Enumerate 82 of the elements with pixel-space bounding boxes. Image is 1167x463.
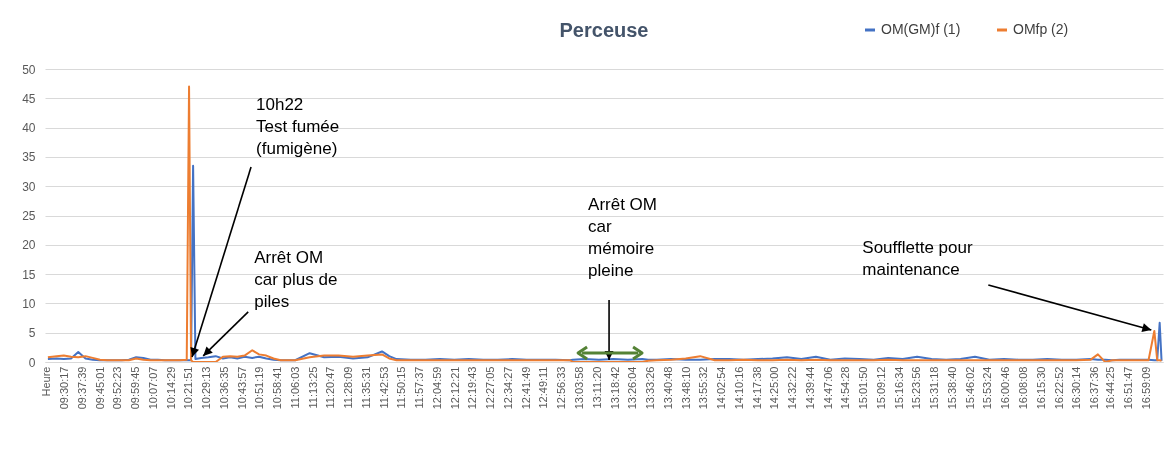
x-tick-label: 11:35:31 xyxy=(359,366,372,409)
y-tick-label: 20 xyxy=(22,238,36,253)
x-tick-label: 09:52:23 xyxy=(111,366,124,410)
y-tick-label: 5 xyxy=(28,326,36,341)
x-tick-label: 13:11:20 xyxy=(590,366,603,409)
x-tick-label: 14:32:22 xyxy=(786,366,799,410)
annotation: Soufflette pour maintenance xyxy=(862,237,973,279)
x-tick-label: 10:36:35 xyxy=(217,366,230,410)
y-tick-label: 50 xyxy=(22,62,36,77)
y-tick-label: 30 xyxy=(22,179,36,194)
x-tick-label: 09:45:01 xyxy=(93,366,106,410)
x-tick-label: 09:59:45 xyxy=(129,366,142,410)
x-tick-label: 14:39:44 xyxy=(803,366,816,410)
x-tick-label: 16:44:25 xyxy=(1104,366,1117,410)
x-tick-label: 12:19:43 xyxy=(466,366,479,410)
y-tick-label: 45 xyxy=(22,91,36,106)
y-tick-label: 35 xyxy=(22,150,36,165)
line-series xyxy=(46,85,1163,362)
x-tick-label: 11:57:37 xyxy=(413,366,426,409)
x-tick-label: 10:29:13 xyxy=(200,366,213,410)
y-tick-label: 15 xyxy=(22,267,36,282)
x-tick-label: 11:28:09 xyxy=(342,366,355,409)
x-tick-label: 12:12:21 xyxy=(448,366,461,410)
x-tick-label: 12:41:49 xyxy=(519,366,532,410)
legend-label: OMfp (2) xyxy=(1013,21,1069,37)
x-tick-label: 10:43:57 xyxy=(235,366,248,410)
x-tick-label: 11:13:25 xyxy=(306,366,319,409)
x-tick-label: 16:22:52 xyxy=(1052,366,1065,410)
x-tick-label: 11:42:53 xyxy=(377,366,390,409)
annotation: Arrêt OM car mémoire pleine xyxy=(588,195,658,280)
y-tick-label: 40 xyxy=(22,121,36,136)
x-tick-label: 10:21:51 xyxy=(182,366,195,410)
x-tick-label: 10:51:19 xyxy=(253,366,266,410)
x-tick-label: 15:31:18 xyxy=(928,366,941,410)
chart-title: Perceuse xyxy=(559,19,649,41)
x-tick-label: 13:18:42 xyxy=(608,366,621,410)
x-tick-label: 13:40:48 xyxy=(661,366,674,410)
y-tick-label: 0 xyxy=(28,355,36,370)
x-tick-label: 12:04:59 xyxy=(430,366,443,410)
annotation: 10h22 Test fumée (fumigène) xyxy=(256,95,340,158)
x-tick-label: 14:10:16 xyxy=(732,366,745,410)
x-tick-label: 13:03:58 xyxy=(573,366,586,410)
x-tick-label: 13:33:26 xyxy=(644,366,657,410)
x-tick-label: 15:01:50 xyxy=(857,366,870,410)
y-tick-label: 10 xyxy=(22,296,36,311)
x-tick-label: 14:25:00 xyxy=(768,366,781,410)
x-tick-label: 11:06:03 xyxy=(288,366,301,409)
x-tick-label: 10:58:41 xyxy=(271,366,284,410)
x-tick-label: 09:30:17 xyxy=(57,366,70,410)
x-tick-label: 12:27:05 xyxy=(484,366,497,410)
x-tick-label: Heure xyxy=(40,366,53,397)
x-tick-label: 13:26:04 xyxy=(626,366,639,410)
x-tick-label: 16:59:09 xyxy=(1139,366,1152,410)
x-tick-label: 14:54:28 xyxy=(839,366,852,410)
x-tick-label: 10:07:07 xyxy=(146,366,159,410)
x-tick-label: 15:23:56 xyxy=(910,366,923,410)
x-tick-label: 12:56:33 xyxy=(555,366,568,410)
x-tick-label: 12:34:27 xyxy=(501,366,514,410)
x-tick-label: 10:14:29 xyxy=(164,366,177,410)
x-tick-label: 16:15:30 xyxy=(1034,366,1047,410)
x-tick-label: 15:53:24 xyxy=(981,366,994,410)
x-tick-label: 15:09:12 xyxy=(874,366,887,410)
x-tick-label: 09:37:39 xyxy=(75,366,88,410)
x-tick-label: 15:46:02 xyxy=(963,366,976,410)
x-tick-label: 16:37:36 xyxy=(1088,366,1101,410)
x-tick-label: 16:08:08 xyxy=(1017,366,1030,410)
x-tick-label: 11:20:47 xyxy=(324,366,337,409)
x-tick-label: 13:48:10 xyxy=(679,366,692,410)
x-tick-label: 12:49:11 xyxy=(537,366,550,409)
x-tick-label: 14:47:06 xyxy=(821,366,834,410)
x-tick-label: 14:02:54 xyxy=(715,366,728,410)
x-tick-label: 16:00:46 xyxy=(999,366,1012,410)
x-tick-label: 13:55:32 xyxy=(697,366,710,410)
x-tick-label: 14:17:38 xyxy=(750,366,763,410)
y-tick-label: 25 xyxy=(22,209,36,223)
annotation: Arrêt OM car plus de piles xyxy=(254,247,338,311)
x-tick-label: 15:38:40 xyxy=(945,366,958,410)
legend-label: OM(GM)f (1) xyxy=(881,21,961,37)
x-tick-label: 15:16:34 xyxy=(892,366,905,410)
x-tick-label: 11:50:15 xyxy=(395,366,408,409)
x-tick-label: 16:51:47 xyxy=(1122,366,1135,410)
x-tick-label: 16:30:14 xyxy=(1070,366,1083,410)
